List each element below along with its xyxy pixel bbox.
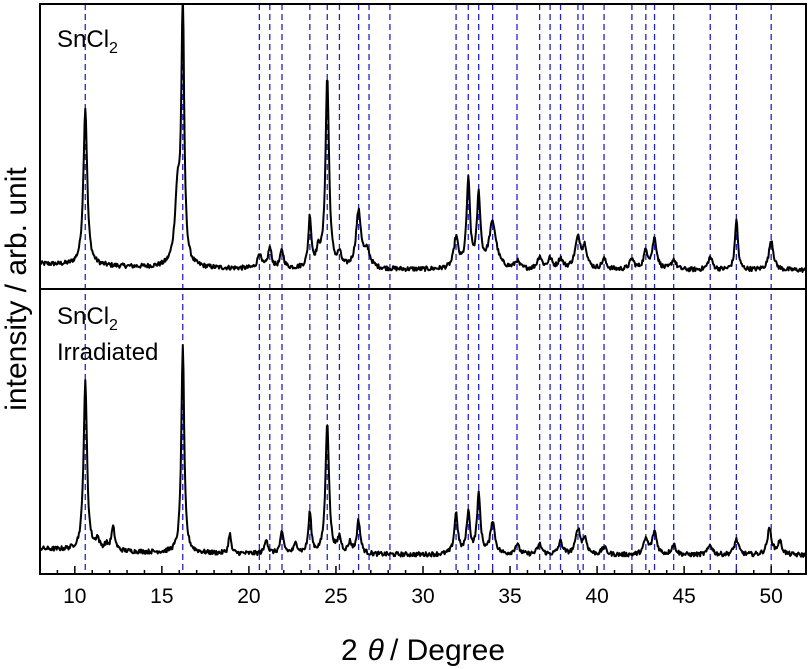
x-tick-label-15: 15: [150, 585, 173, 608]
x-tick-label-25: 25: [324, 585, 347, 608]
x-tick-label-35: 35: [498, 585, 521, 608]
panel-label-top: SnCl2: [57, 26, 118, 57]
x-ticks: [39, 566, 807, 574]
trace-panel-2: [40, 344, 806, 558]
x-tick-label-50: 50: [760, 585, 783, 608]
x-tick-label-45: 45: [672, 585, 695, 608]
x-tick-label-10: 10: [63, 585, 86, 608]
trace-panel-1: [40, 4, 806, 273]
x-tick-label-30: 30: [411, 585, 434, 608]
panel-label-bottom: SnCl2: [57, 303, 118, 334]
x-tick-label-40: 40: [585, 585, 608, 608]
x-tick-label-20: 20: [237, 585, 260, 608]
diffraction-traces: [40, 4, 806, 558]
x-axis-label: 2 θ / Degree: [341, 634, 505, 667]
y-axis-label: intensity / arb. unit: [0, 167, 33, 411]
panel-label-bottom-extra: Irradiated: [57, 339, 158, 366]
x-tick-labels: 10 15 20 25 30 35 40 45 50: [63, 585, 783, 608]
